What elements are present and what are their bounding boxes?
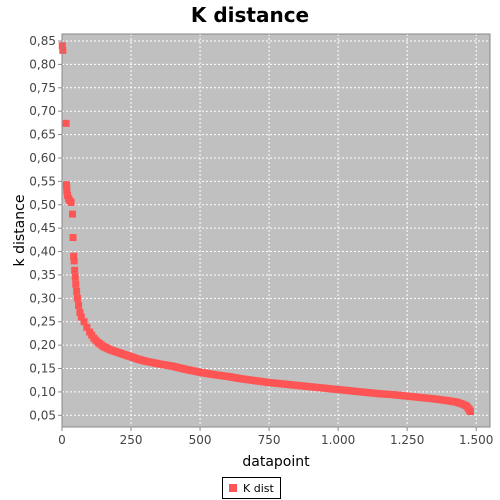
legend-label: K dist (243, 481, 274, 495)
data-point (73, 294, 81, 302)
data-point (71, 273, 79, 281)
y-tick-label: 0,80 (29, 57, 56, 71)
data-point (76, 308, 84, 316)
data-point (72, 280, 80, 288)
x-axis-title: datapoint (242, 454, 310, 470)
y-tick-label: 0,45 (29, 221, 56, 235)
data-point (70, 257, 78, 265)
data-point (62, 119, 70, 127)
y-tick-label: 0,55 (29, 174, 56, 188)
legend: K dist (222, 477, 281, 499)
data-point (63, 183, 71, 191)
y-tick-label: 0,10 (29, 385, 56, 399)
x-tick-label: 750 (258, 433, 281, 447)
data-point (83, 323, 91, 331)
y-tick-label: 0,50 (29, 198, 56, 212)
x-tick-label: 1.500 (459, 433, 493, 447)
data-point (67, 198, 75, 206)
y-tick-label: 0,20 (29, 338, 56, 352)
y-tick-label: 0,15 (29, 362, 56, 376)
data-point (70, 252, 78, 260)
data-point (59, 46, 67, 54)
data-point (68, 210, 76, 218)
x-tick-label: 1.000 (321, 433, 355, 447)
y-tick-label: 0,30 (29, 291, 56, 305)
y-tick-label: 0,25 (29, 315, 56, 329)
data-point (80, 318, 88, 326)
x-tick-label: 500 (189, 433, 212, 447)
plot-area (58, 33, 491, 428)
y-tick-label: 0,05 (29, 408, 56, 422)
data-point (73, 287, 81, 295)
x-tick-label: 1.250 (390, 433, 424, 447)
y-axis-title: k distance (12, 195, 28, 267)
y-tick-label: 0,75 (29, 81, 56, 95)
data-point (69, 234, 77, 242)
y-tick-label: 0,60 (29, 151, 56, 165)
data-point (466, 408, 474, 416)
y-tick-label: 0,65 (29, 128, 56, 142)
legend-swatch (229, 484, 237, 492)
data-point (63, 188, 71, 196)
data-point (77, 313, 85, 321)
y-tick-label: 0,85 (29, 34, 56, 48)
y-tick-label: 0,70 (29, 104, 56, 118)
y-axis: 0,05 0,10 0,15 0,20 0,25 0,30 0,35 0,40 0,45 0,50… (29, 34, 62, 422)
plot-border (61, 33, 491, 428)
chart-title: K distance (190, 3, 310, 27)
data-point (71, 266, 79, 274)
x-tick-label: 250 (120, 433, 143, 447)
x-tick-label: 0 (58, 433, 66, 447)
y-tick-label: 0,40 (29, 245, 56, 259)
data-point (75, 301, 83, 309)
y-tick-label: 0,35 (29, 268, 56, 282)
x-axis: 0 250 500 750 1.000 1.250 1.500 (58, 427, 493, 447)
